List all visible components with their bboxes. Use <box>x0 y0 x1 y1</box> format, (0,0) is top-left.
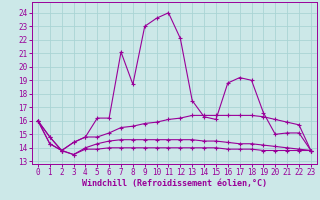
X-axis label: Windchill (Refroidissement éolien,°C): Windchill (Refroidissement éolien,°C) <box>82 179 267 188</box>
